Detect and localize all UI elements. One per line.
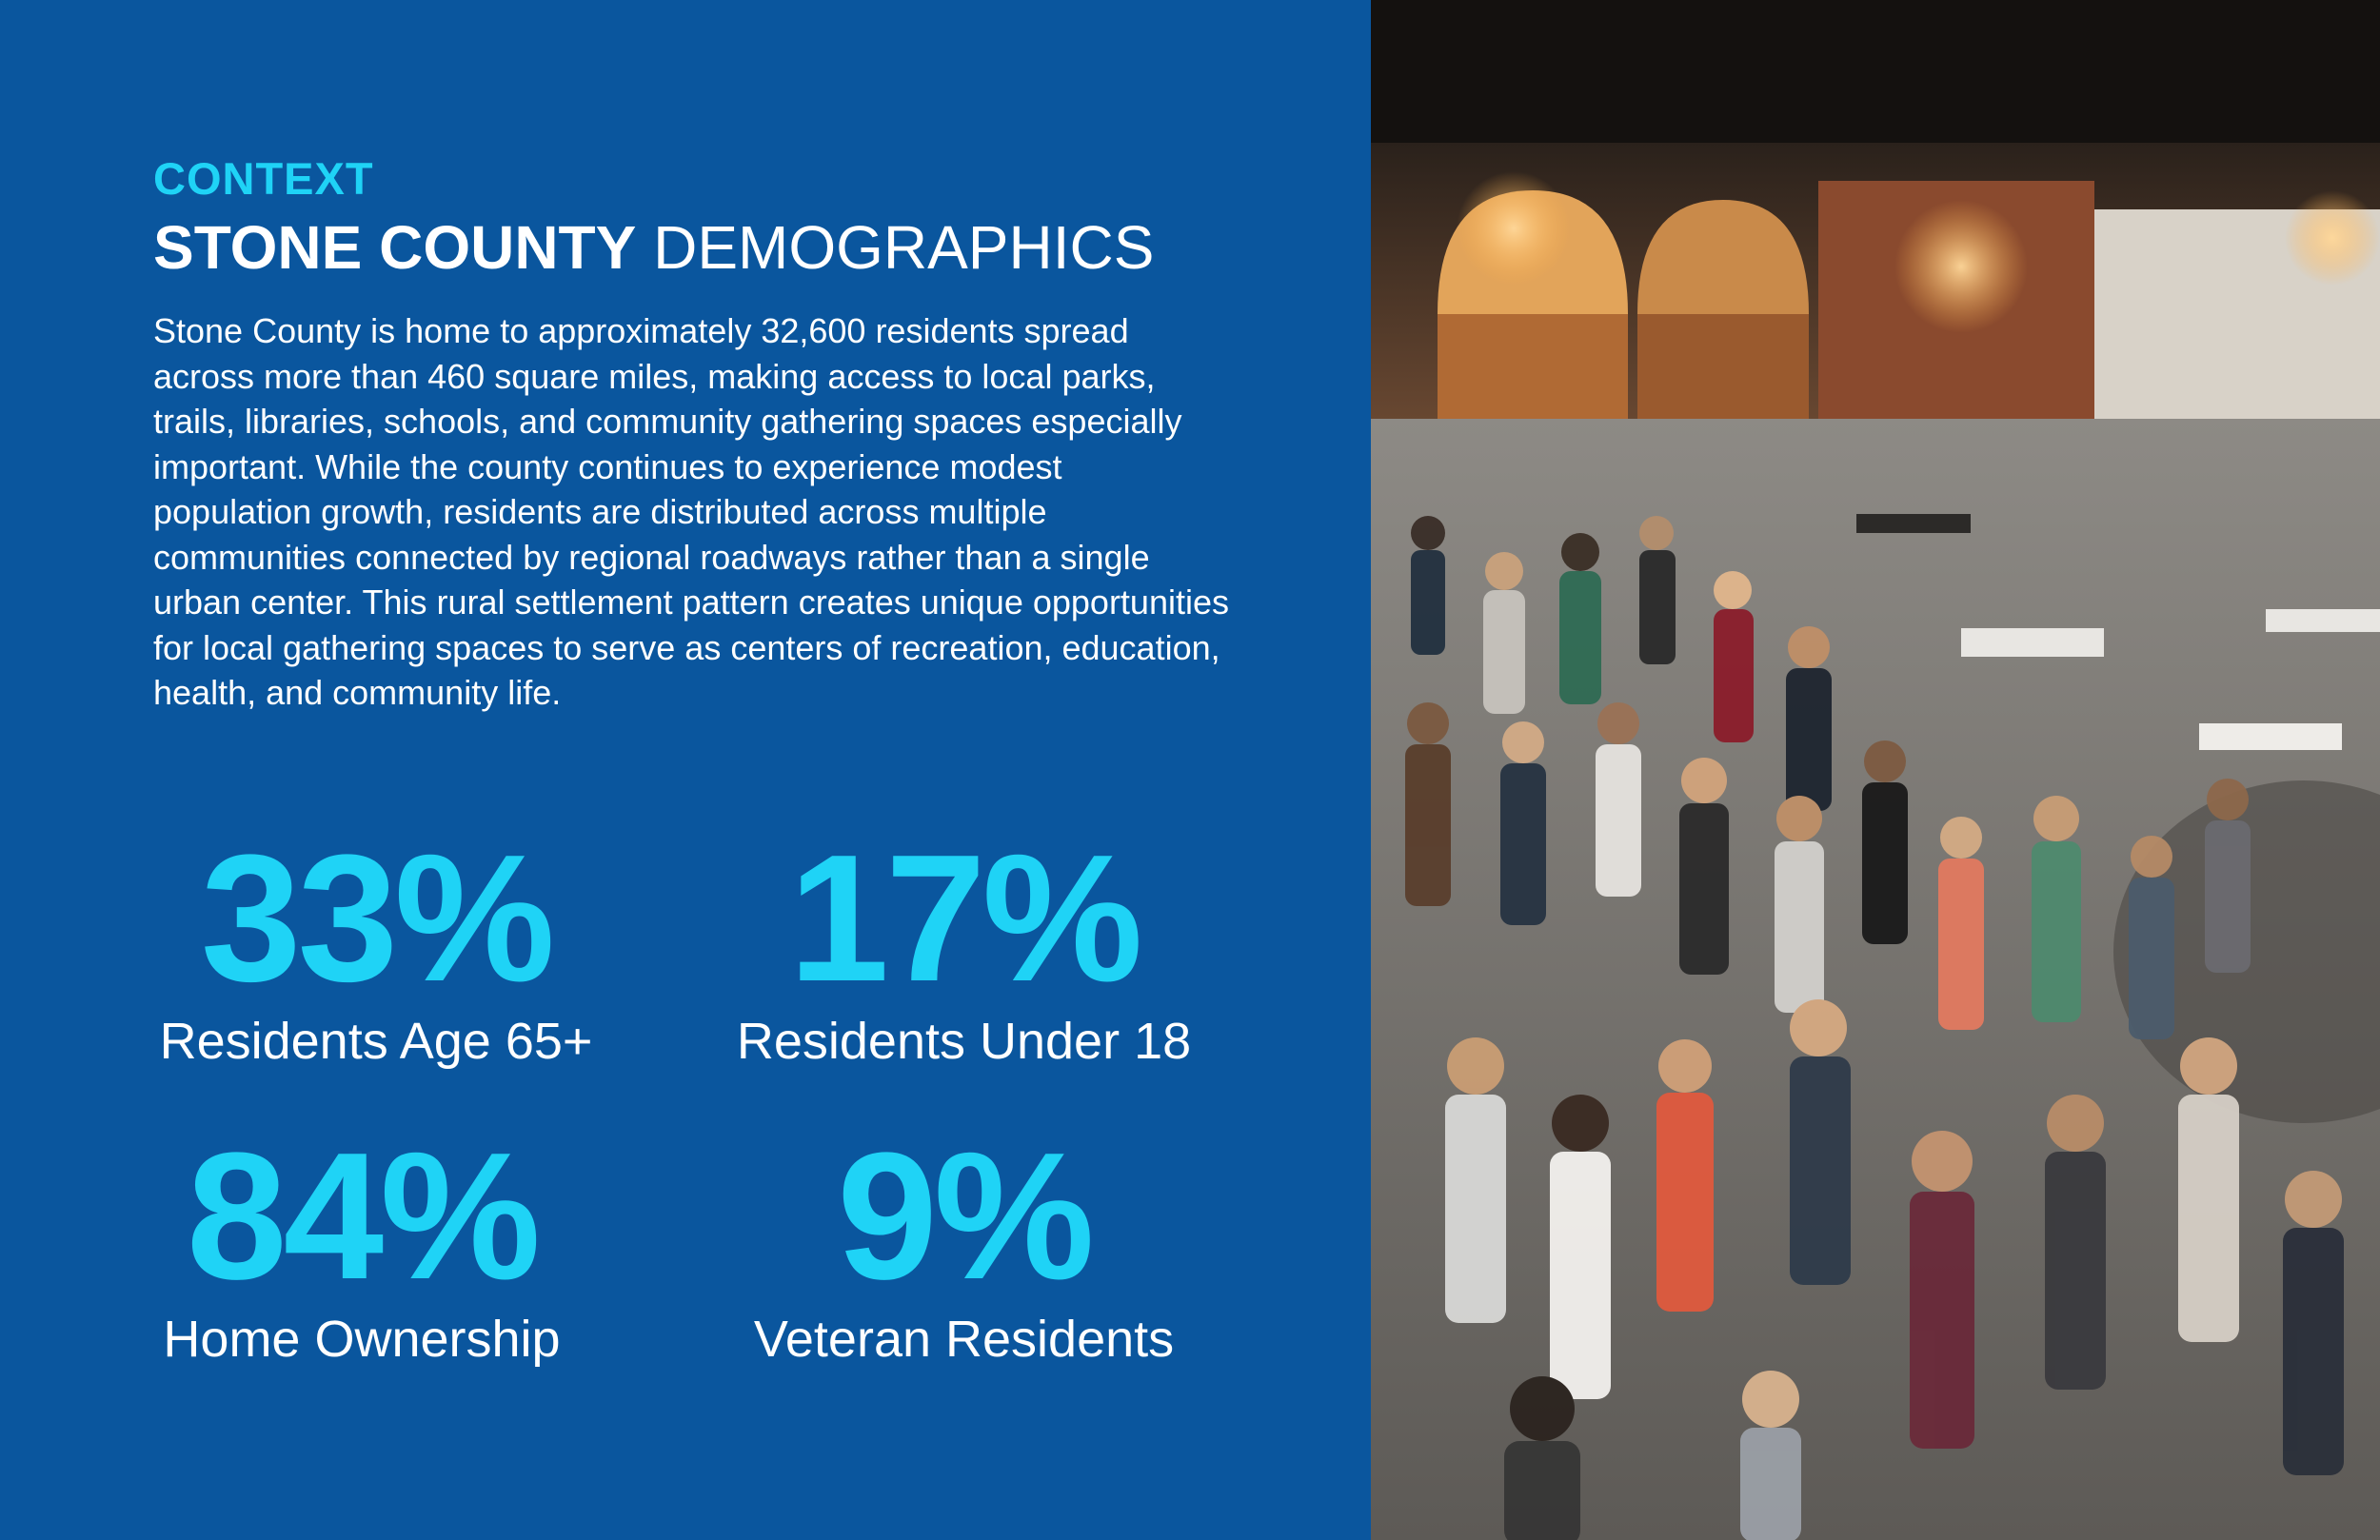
stat-value: 9% xyxy=(837,1116,1095,1317)
title-light: DEMOGRAPHICS xyxy=(653,213,1155,282)
stat-home-ownership: 84% Home Ownership xyxy=(124,1126,600,1370)
stat-label: Home Ownership xyxy=(163,1311,561,1368)
stat-label: Residents Under 18 xyxy=(736,1013,1192,1070)
page-title: STONE COUNTY DEMOGRAPHICS xyxy=(153,211,1154,284)
community-event-photo xyxy=(1371,0,2380,1540)
stat-value: 84% xyxy=(186,1116,541,1317)
stat-under-18: 17% Residents Under 18 xyxy=(709,828,1219,1072)
stat-age-65: 33% Residents Age 65+ xyxy=(124,828,628,1072)
content-panel: CONTEXT STONE COUNTY DEMOGRAPHICS Stone … xyxy=(124,153,1229,1370)
stat-value: 17% xyxy=(788,818,1142,1019)
title-bold: STONE COUNTY xyxy=(153,213,637,282)
stat-label: Veteran Residents xyxy=(753,1311,1175,1368)
stat-veterans: 9% Veteran Residents xyxy=(709,1126,1219,1370)
stat-label: Residents Age 65+ xyxy=(159,1013,593,1070)
body-paragraph: Stone County is home to approximately 32… xyxy=(153,311,1229,712)
section-eyebrow: CONTEXT xyxy=(153,153,374,204)
stat-value: 33% xyxy=(200,818,555,1019)
